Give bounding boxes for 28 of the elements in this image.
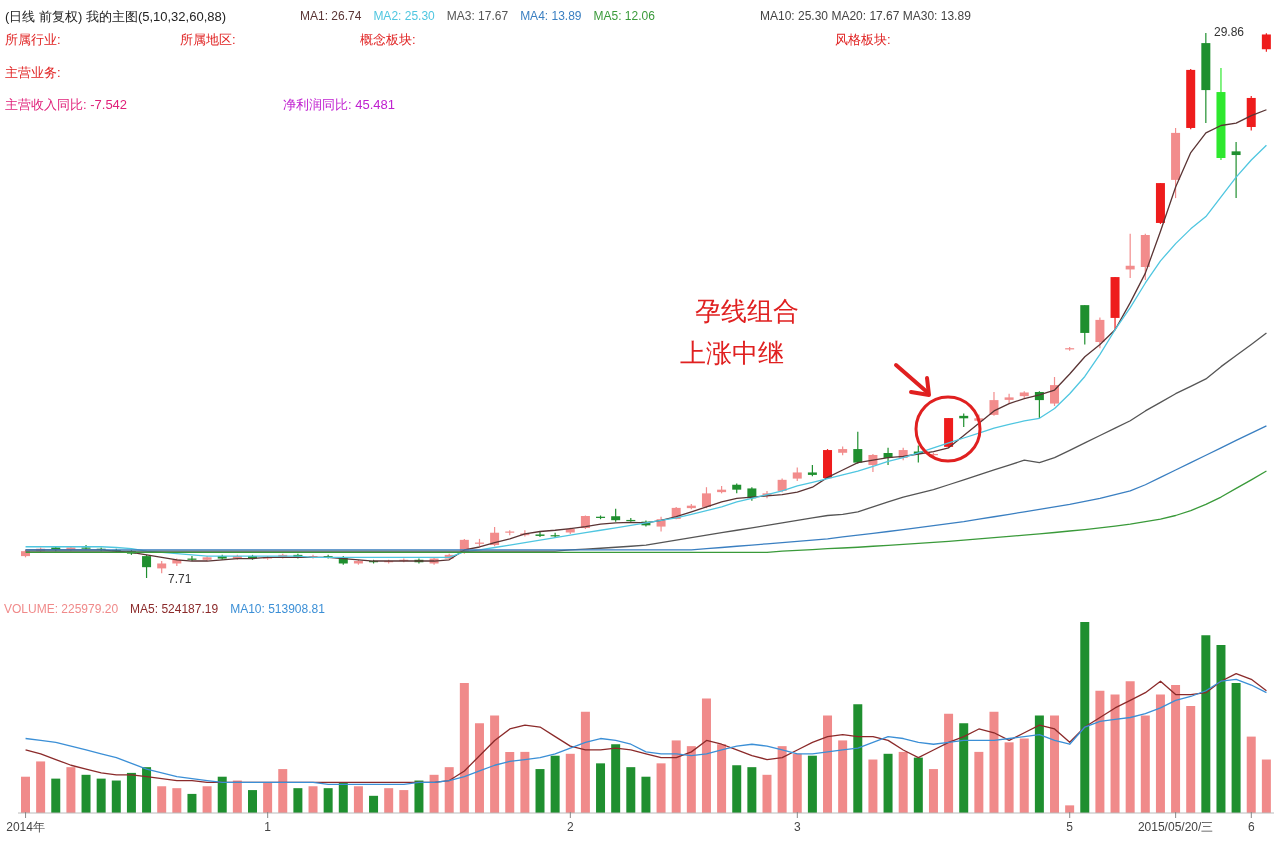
annotation: 主营收入同比: -7.542 (5, 97, 128, 113)
annotation: 7.71 (168, 572, 192, 587)
x-tick-label: 5 (1066, 820, 1074, 834)
annotation: 所属地区: (180, 32, 236, 48)
x-tick-label: 1 (264, 820, 272, 834)
text: MA5: 12.06 (593, 9, 655, 23)
text: MA5: 524187.19 (130, 602, 219, 616)
annotation: 概念板块: (360, 32, 416, 48)
text: VOLUME: 225979.20 (4, 602, 119, 616)
text: MA3: 17.67 (446, 9, 509, 23)
x-tick-label: 6 (1247, 820, 1255, 834)
annotation: 风格板块: (835, 32, 891, 48)
annotation: 孕线组合 (695, 296, 799, 328)
annotation: 上涨中继 (680, 338, 784, 370)
text: MA2: 25.30 (373, 9, 435, 23)
chart-title: (日线 前复权) 我的主图(5,10,32,60,88) (5, 8, 227, 26)
text: MA10: 513908.81 (230, 602, 325, 616)
annotation: 所属行业: (5, 32, 61, 48)
text: MA1: 26.74 (300, 9, 362, 23)
x-tick-label: 2015/05/20/三 (1137, 820, 1214, 834)
annotation: 29.86 (1214, 25, 1245, 40)
x-tick-label: 3 (793, 820, 801, 834)
x-tick-label: 2014年 (6, 820, 45, 834)
x-tick-label: 2 (566, 820, 574, 834)
text: MA4: 13.89 (520, 9, 582, 23)
annotation: 主营业务: (5, 65, 61, 81)
annotation: 净利润同比: 45.481 (283, 97, 395, 113)
text: MA10: 25.30 MA20: 17.67 MA30: 13.89 (760, 9, 971, 24)
